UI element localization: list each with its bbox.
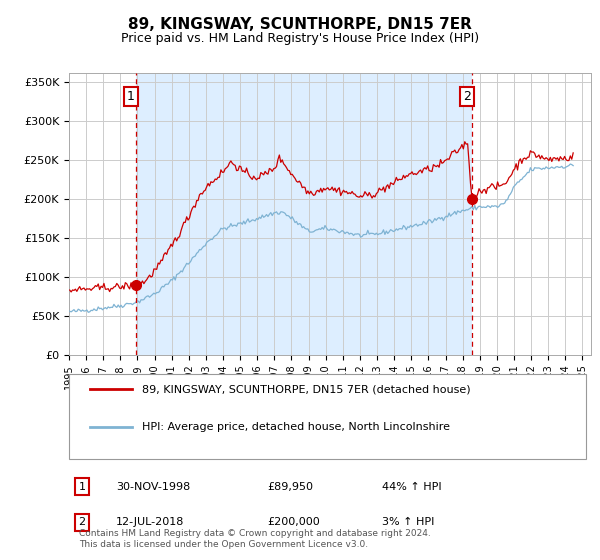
- Text: Price paid vs. HM Land Registry's House Price Index (HPI): Price paid vs. HM Land Registry's House …: [121, 32, 479, 45]
- Text: 44% ↑ HPI: 44% ↑ HPI: [382, 482, 442, 492]
- Text: 89, KINGSWAY, SCUNTHORPE, DN15 7ER (detached house): 89, KINGSWAY, SCUNTHORPE, DN15 7ER (deta…: [142, 384, 471, 394]
- Text: HPI: Average price, detached house, North Lincolnshire: HPI: Average price, detached house, Nort…: [142, 422, 450, 432]
- Bar: [136, 73, 472, 354]
- Text: £200,000: £200,000: [268, 517, 320, 528]
- Text: 2: 2: [463, 90, 470, 103]
- Text: 2: 2: [79, 517, 86, 528]
- Text: 12-JUL-2018: 12-JUL-2018: [116, 517, 184, 528]
- Text: 1: 1: [127, 90, 135, 103]
- Text: 30-NOV-1998: 30-NOV-1998: [116, 482, 190, 492]
- Text: £89,950: £89,950: [268, 482, 313, 492]
- Text: 89, KINGSWAY, SCUNTHORPE, DN15 7ER: 89, KINGSWAY, SCUNTHORPE, DN15 7ER: [128, 17, 472, 32]
- Text: 3% ↑ HPI: 3% ↑ HPI: [382, 517, 434, 528]
- Text: 1: 1: [79, 482, 86, 492]
- FancyBboxPatch shape: [69, 374, 586, 459]
- Text: Contains HM Land Registry data © Crown copyright and database right 2024.
This d: Contains HM Land Registry data © Crown c…: [79, 529, 431, 549]
